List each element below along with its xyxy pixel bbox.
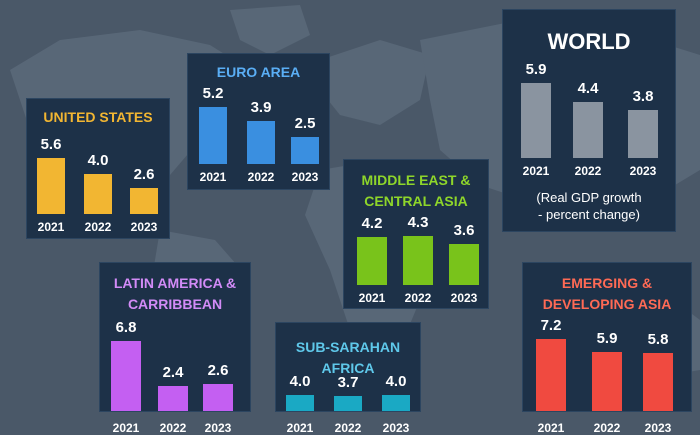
- euro-area-title: EURO AREA: [216, 64, 301, 80]
- emerging-developing-asia-value-label-2022: 5.9: [596, 330, 618, 347]
- sub-sarahan-africa-year-label-2022: 2022: [334, 421, 362, 435]
- sub-sarahan-africa-panel: SUB-SARAHAN AFRICA 4.0 2021 3.7 2022 4.0 2023: [275, 322, 421, 435]
- emerging-developing-asia-year-label-2023: 2023: [644, 421, 672, 435]
- sub-sarahan-africa-bar-2021: [286, 395, 314, 411]
- euro-area-value-label-2021: 5.2: [202, 85, 224, 102]
- united-states-title: UNITED STATES: [43, 109, 153, 125]
- euro-area-value-label-2022: 3.9: [250, 99, 272, 117]
- world-panel: WORLD 5.9 2021 4.4 2022 3.8 2023 (Real GDP grow…: [502, 9, 676, 232]
- latin-america-carribbean-year-label-2023: 2023: [204, 421, 232, 435]
- world-year-label-2023: 2023: [629, 164, 657, 178]
- latin-america-carribbean-bar-2021: [111, 341, 141, 411]
- greenland-landmass: [230, 5, 310, 55]
- sub-sarahan-africa-value-label-2021: 4.0: [289, 373, 311, 390]
- united-states-bar-2022: [84, 174, 112, 214]
- latin-america-carribbean-value-label-2023: 2.6: [207, 362, 229, 380]
- middle-east-central-asia-panel: MIDDLE EAST & CENTRAL ASIA 4.2 2021 4.3 2022 3…: [343, 159, 489, 309]
- middle-east-central-asia-year-label-2022: 2022: [404, 291, 432, 305]
- emerging-developing-asia-year-label-2021: 2021: [537, 421, 565, 435]
- euro-area-value-label-2023: 2.5: [294, 114, 316, 132]
- sub-sarahan-africa-value-label-2023: 4.0: [385, 373, 407, 390]
- euro-area-bar-2022: [247, 121, 275, 164]
- world-bar-2023: [628, 109, 658, 158]
- euro-area-year-label-2021: 2021: [199, 170, 227, 184]
- latin-america-carribbean-value-label-2022: 2.4: [162, 364, 184, 382]
- emerging-developing-asia-bar-2022: [592, 352, 622, 411]
- middle-east-central-asia-title: MIDDLE EAST & CENTRAL ASIA: [361, 172, 471, 209]
- united-states-value-label-2022: 4.0: [87, 152, 109, 169]
- latin-america-carribbean-bar-2022: [158, 386, 188, 411]
- world-bar-2022: [573, 102, 603, 158]
- latin-america-carribbean-year-label-2022: 2022: [159, 421, 187, 435]
- world-year-label-2022: 2022: [574, 164, 602, 178]
- united-states-year-label-2023: 2023: [130, 220, 158, 234]
- united-states-value-label-2021: 5.6: [40, 136, 62, 153]
- middle-east-central-asia-bar-2023: [449, 243, 479, 285]
- middle-east-central-asia-bar-2021: [357, 237, 387, 285]
- united-states-bar-2023: [130, 188, 158, 214]
- emerging-developing-asia-title: EMERGING & DEVELOPING ASIA: [542, 275, 672, 312]
- sub-sarahan-africa-year-label-2021: 2021: [286, 421, 314, 435]
- latin-america-carribbean-panel: LATIN AMERICA & CARRIBBEAN 6.8 2021 2.4 2022 2…: [99, 262, 251, 435]
- emerging-developing-asia-bar-2021: [536, 339, 566, 411]
- emerging-developing-asia-value-label-2021: 7.2: [540, 317, 562, 334]
- world-value-label-2021: 5.9: [525, 61, 547, 78]
- sub-sarahan-africa-year-label-2023: 2023: [382, 421, 410, 435]
- middle-east-central-asia-year-label-2023: 2023: [450, 291, 478, 305]
- world-title: WORLD: [547, 29, 631, 54]
- united-states-year-label-2022: 2022: [84, 220, 112, 234]
- latin-america-carribbean-year-label-2021: 2021: [112, 421, 140, 435]
- world-value-label-2022: 4.4: [577, 80, 599, 98]
- united-states-value-label-2023: 2.6: [133, 166, 155, 183]
- euro-area-panel: EURO AREA 5.2 2021 3.9 2022 2.5 2023: [187, 53, 330, 190]
- world-note-line-1: (Real GDP growth: [536, 190, 642, 205]
- euro-area-year-label-2023: 2023: [291, 170, 319, 184]
- emerging-developing-asia-year-label-2022: 2022: [593, 421, 621, 435]
- sub-sarahan-africa-title: SUB-SARAHAN AFRICA: [295, 339, 401, 376]
- united-states-panel: UNITED STATES 5.6 2021 4.0 2022 2.6 2023: [26, 98, 170, 239]
- euro-area-bar-2023: [291, 136, 319, 164]
- emerging-developing-asia-bar-2023: [643, 353, 673, 411]
- sub-sarahan-africa-bar-2022: [334, 396, 362, 411]
- world-bar-2021: [521, 83, 551, 158]
- world-note-line-2: - percent change): [538, 207, 640, 222]
- sub-sarahan-africa-value-label-2022: 3.7: [337, 374, 359, 392]
- world-year-label-2021: 2021: [522, 164, 550, 178]
- latin-america-carribbean-title: LATIN AMERICA & CARRIBBEAN: [113, 275, 237, 312]
- sub-sarahan-africa-bar-2023: [382, 395, 410, 411]
- europe-landmass: [320, 40, 430, 125]
- euro-area-year-label-2022: 2022: [247, 170, 275, 184]
- middle-east-central-asia-value-label-2022: 4.3: [407, 213, 429, 231]
- united-states-year-label-2021: 2021: [37, 220, 65, 234]
- middle-east-central-asia-year-label-2021: 2021: [358, 291, 386, 305]
- middle-east-central-asia-value-label-2021: 4.2: [361, 215, 383, 233]
- latin-america-carribbean-value-label-2021: 6.8: [115, 319, 137, 337]
- middle-east-central-asia-value-label-2023: 3.6: [453, 221, 475, 239]
- united-states-bar-2021: [37, 158, 65, 214]
- euro-area-bar-2021: [199, 107, 227, 164]
- latin-america-carribbean-bar-2023: [203, 384, 233, 411]
- emerging-developing-asia-panel: EMERGING & DEVELOPING ASIA 7.2 2021 5.9 2022 5…: [522, 262, 692, 435]
- world-value-label-2023: 3.8: [632, 87, 654, 105]
- middle-east-central-asia-bar-2022: [403, 235, 433, 285]
- emerging-developing-asia-value-label-2023: 5.8: [647, 331, 669, 348]
